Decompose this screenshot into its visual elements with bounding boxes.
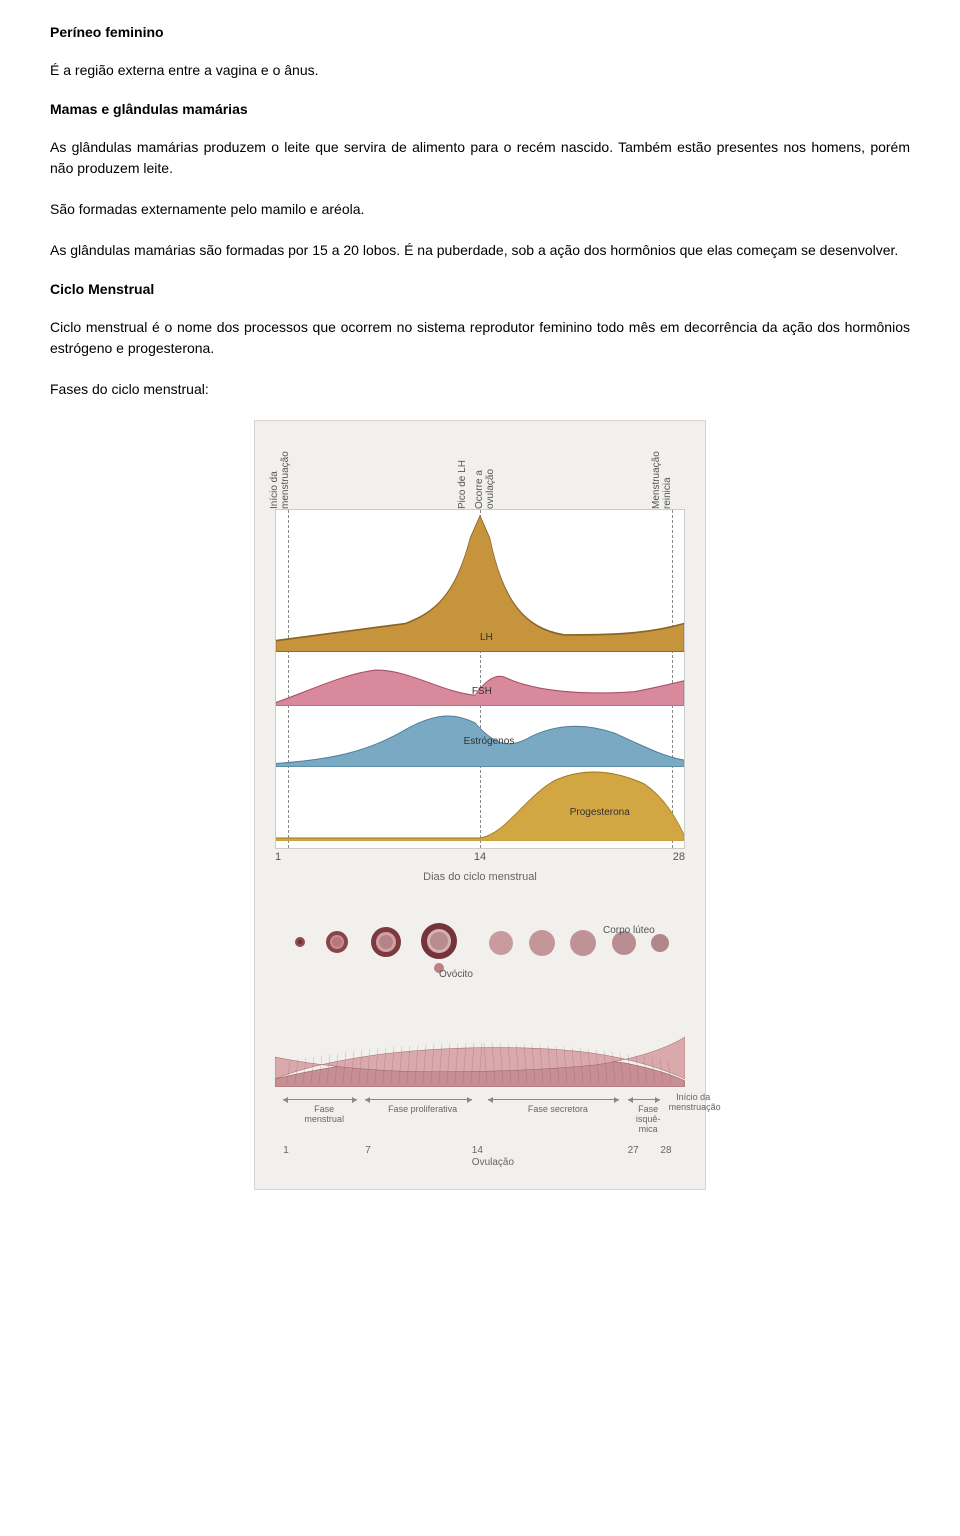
- hormone-label: Progesterona: [570, 807, 630, 818]
- follicle-stage: [295, 937, 305, 947]
- tick-left: 1: [275, 851, 281, 863]
- menstrual-cycle-figure: Início damenstruação Pico de LH Ocorre aov…: [254, 420, 706, 1190]
- phase-range-arrow: [365, 1099, 472, 1100]
- follicle-stage: [489, 931, 513, 955]
- heading-mamas: Mamas e glândulas mamárias: [50, 101, 910, 117]
- endometrium-svg: [275, 997, 685, 1087]
- event-label: Ocorre aovulação: [474, 469, 496, 509]
- day-tick: 28: [660, 1145, 671, 1156]
- paragraph: São formadas externamente pelo mamilo e …: [50, 199, 910, 220]
- ovary-label: Ovócito: [439, 969, 473, 980]
- phase-labels-row: FasemenstrualFase proliferativa Fase secr…: [275, 1093, 685, 1141]
- paragraph: Fases do ciclo menstrual:: [50, 379, 910, 400]
- follicle-stage: [570, 930, 596, 956]
- ovulation-label: Ovulação: [472, 1157, 514, 1168]
- bottom-day-ticks: 1 7 14 27 28 Ovulação: [275, 1145, 685, 1169]
- phase-label: Faseisquê-mica: [628, 1105, 669, 1135]
- phase-label: Início damenstruação: [669, 1093, 718, 1113]
- hormone-label: FSH: [472, 686, 492, 697]
- paragraph: É a região externa entre a vagina e o ân…: [50, 60, 910, 81]
- hormone-label: LH: [480, 632, 493, 643]
- phase-range-arrow: [488, 1099, 619, 1100]
- day-axis-ticks: 1 14 28: [275, 851, 685, 867]
- event-label: Início damenstruação: [269, 451, 291, 509]
- follicle-stage: [421, 923, 457, 959]
- phase-range-arrow: [283, 1099, 357, 1100]
- follicle-stage: [371, 927, 401, 957]
- follicle-stage: [529, 930, 555, 956]
- phase-label: Fase secretora: [488, 1105, 627, 1115]
- hormone-curve-lh: [276, 510, 684, 652]
- hormone-label: Estrógenos: [464, 736, 515, 747]
- tick-right: 28: [673, 851, 685, 863]
- day-tick: 14: [472, 1145, 483, 1156]
- follicle-development-row: Corpo lúteo Ovócito: [275, 907, 685, 977]
- heading-ciclo: Ciclo Menstrual: [50, 281, 910, 297]
- phase-label: Fasemenstrual: [283, 1105, 365, 1125]
- event-label: Pico de LH: [457, 460, 468, 509]
- paragraph: As glândulas mamárias são formadas por 1…: [50, 240, 910, 261]
- endometrium-diagram: [275, 997, 685, 1087]
- x-axis-label: Dias do ciclo menstrual: [275, 871, 685, 883]
- hormone-levels-chart: LH FSH Estrógenos Progesterona: [275, 509, 685, 849]
- follicle-stage: [326, 931, 348, 953]
- top-event-labels: Início damenstruaçãoPico de LHOcorre aov…: [275, 431, 685, 509]
- day-tick: 1: [283, 1145, 289, 1156]
- hormone-curve-fsh: [276, 652, 684, 706]
- phase-range-arrow: [628, 1099, 661, 1100]
- tick-center: 14: [474, 851, 486, 863]
- paragraph: As glândulas mamárias produzem o leite q…: [50, 137, 910, 179]
- event-label: Menstruaçãoreinicia: [651, 451, 673, 509]
- hormone-curve-progesterona: [276, 767, 684, 841]
- phase-label: Fase proliferativa: [365, 1105, 480, 1115]
- heading-perineo: Períneo feminino: [50, 24, 910, 40]
- follicle-stage: [651, 934, 669, 952]
- ovary-label: Corpo lúteo: [603, 925, 655, 936]
- day-tick: 7: [365, 1145, 371, 1156]
- day-tick: 27: [628, 1145, 639, 1156]
- paragraph: Ciclo menstrual é o nome dos processos q…: [50, 317, 910, 359]
